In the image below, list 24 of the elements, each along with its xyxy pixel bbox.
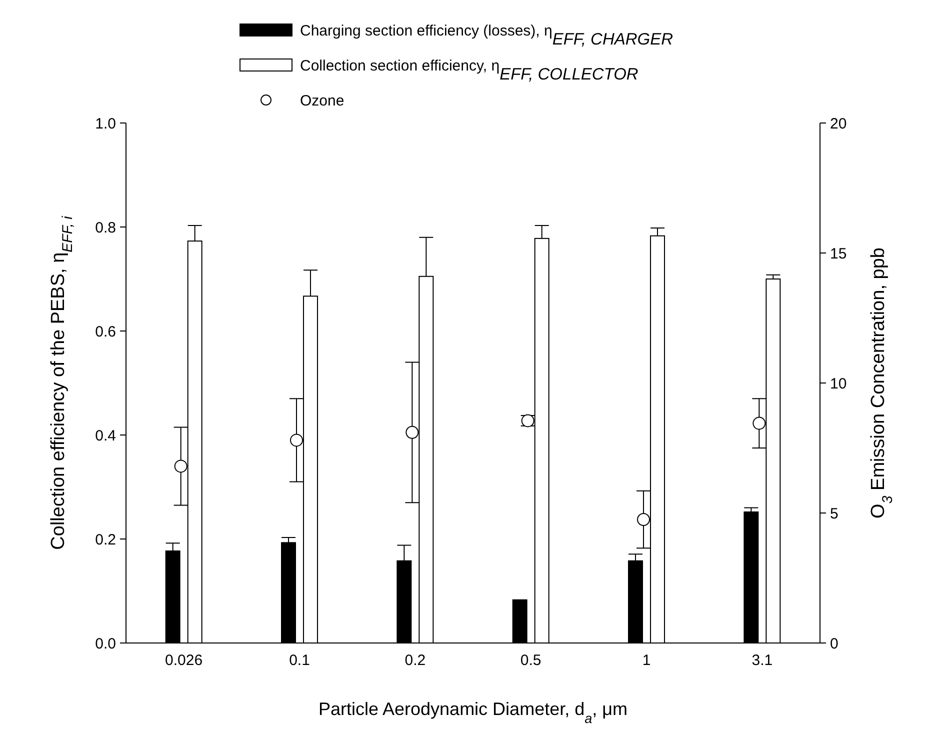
- y-tick-label: 0.4: [95, 427, 116, 444]
- x-tick-label: 0.026: [165, 652, 203, 669]
- y-tick-label: 0.8: [95, 219, 116, 236]
- legend-label: Ozone: [300, 92, 344, 110]
- point: [637, 513, 650, 526]
- x-tick-label: 0.1: [289, 652, 310, 669]
- y-tick-label: 0.2: [95, 531, 116, 548]
- x-axis-title: Particle Aerodynamic Diameter, d$_{a}$, μm: [318, 699, 628, 726]
- x-tick-label: 1: [642, 652, 651, 669]
- y2-tick-label: 20: [830, 115, 847, 132]
- y-tick-label: 1.0: [95, 115, 116, 132]
- x-tick-label: 0.5: [520, 652, 542, 669]
- y-tick-label: 0.6: [95, 323, 116, 340]
- point: [752, 416, 766, 430]
- x-tick-label: 3.1: [752, 652, 773, 669]
- point: [290, 434, 303, 447]
- point: [174, 460, 188, 473]
- y-tick-label: 0.0: [95, 635, 116, 652]
- x-tick-label: 0.2: [404, 652, 426, 669]
- y2-tick-label: 0: [830, 635, 838, 652]
- point: [406, 426, 419, 439]
- y2-tick-label: 5: [830, 505, 838, 522]
- y2-tick-label: 10: [830, 375, 847, 392]
- y2-tick-label: 15: [830, 245, 847, 262]
